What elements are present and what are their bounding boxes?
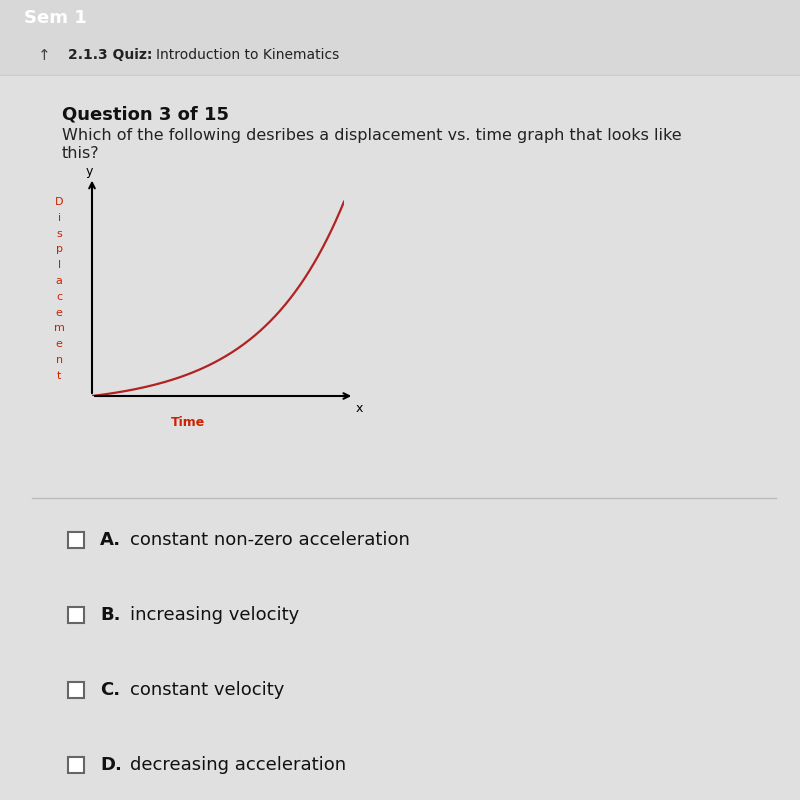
Text: e: e — [56, 339, 62, 349]
Text: Introduction to Kinematics: Introduction to Kinematics — [156, 48, 339, 62]
Text: c: c — [56, 292, 62, 302]
Bar — [68, 607, 84, 623]
Text: Sem 1: Sem 1 — [24, 9, 86, 27]
Text: B.: B. — [100, 606, 121, 624]
Bar — [68, 532, 84, 548]
Text: t: t — [57, 370, 62, 381]
Text: p: p — [56, 245, 62, 254]
Text: l: l — [58, 260, 61, 270]
Text: i: i — [58, 213, 61, 223]
Text: D: D — [55, 198, 63, 207]
Text: Question 3 of 15: Question 3 of 15 — [62, 105, 229, 123]
Text: Which of the following desribes a displacement vs. time graph that looks like: Which of the following desribes a displa… — [62, 128, 682, 143]
Text: constant non-zero acceleration: constant non-zero acceleration — [130, 531, 410, 549]
Text: increasing velocity: increasing velocity — [130, 606, 299, 624]
Text: m: m — [54, 323, 65, 334]
Text: s: s — [56, 229, 62, 238]
Text: ↑: ↑ — [38, 48, 50, 62]
Bar — [68, 682, 84, 698]
Text: A.: A. — [100, 531, 121, 549]
Text: a: a — [56, 276, 62, 286]
Text: y: y — [86, 165, 93, 178]
Text: this?: this? — [62, 146, 100, 161]
Text: decreasing acceleration: decreasing acceleration — [130, 756, 346, 774]
Bar — [68, 757, 84, 773]
Text: C.: C. — [100, 681, 120, 699]
Text: n: n — [56, 355, 63, 365]
Text: x: x — [355, 402, 363, 414]
Text: Time: Time — [170, 416, 205, 429]
Text: constant velocity: constant velocity — [130, 681, 284, 699]
Text: 2.1.3 Quiz:: 2.1.3 Quiz: — [68, 48, 152, 62]
Text: e: e — [56, 307, 62, 318]
Text: D.: D. — [100, 756, 122, 774]
